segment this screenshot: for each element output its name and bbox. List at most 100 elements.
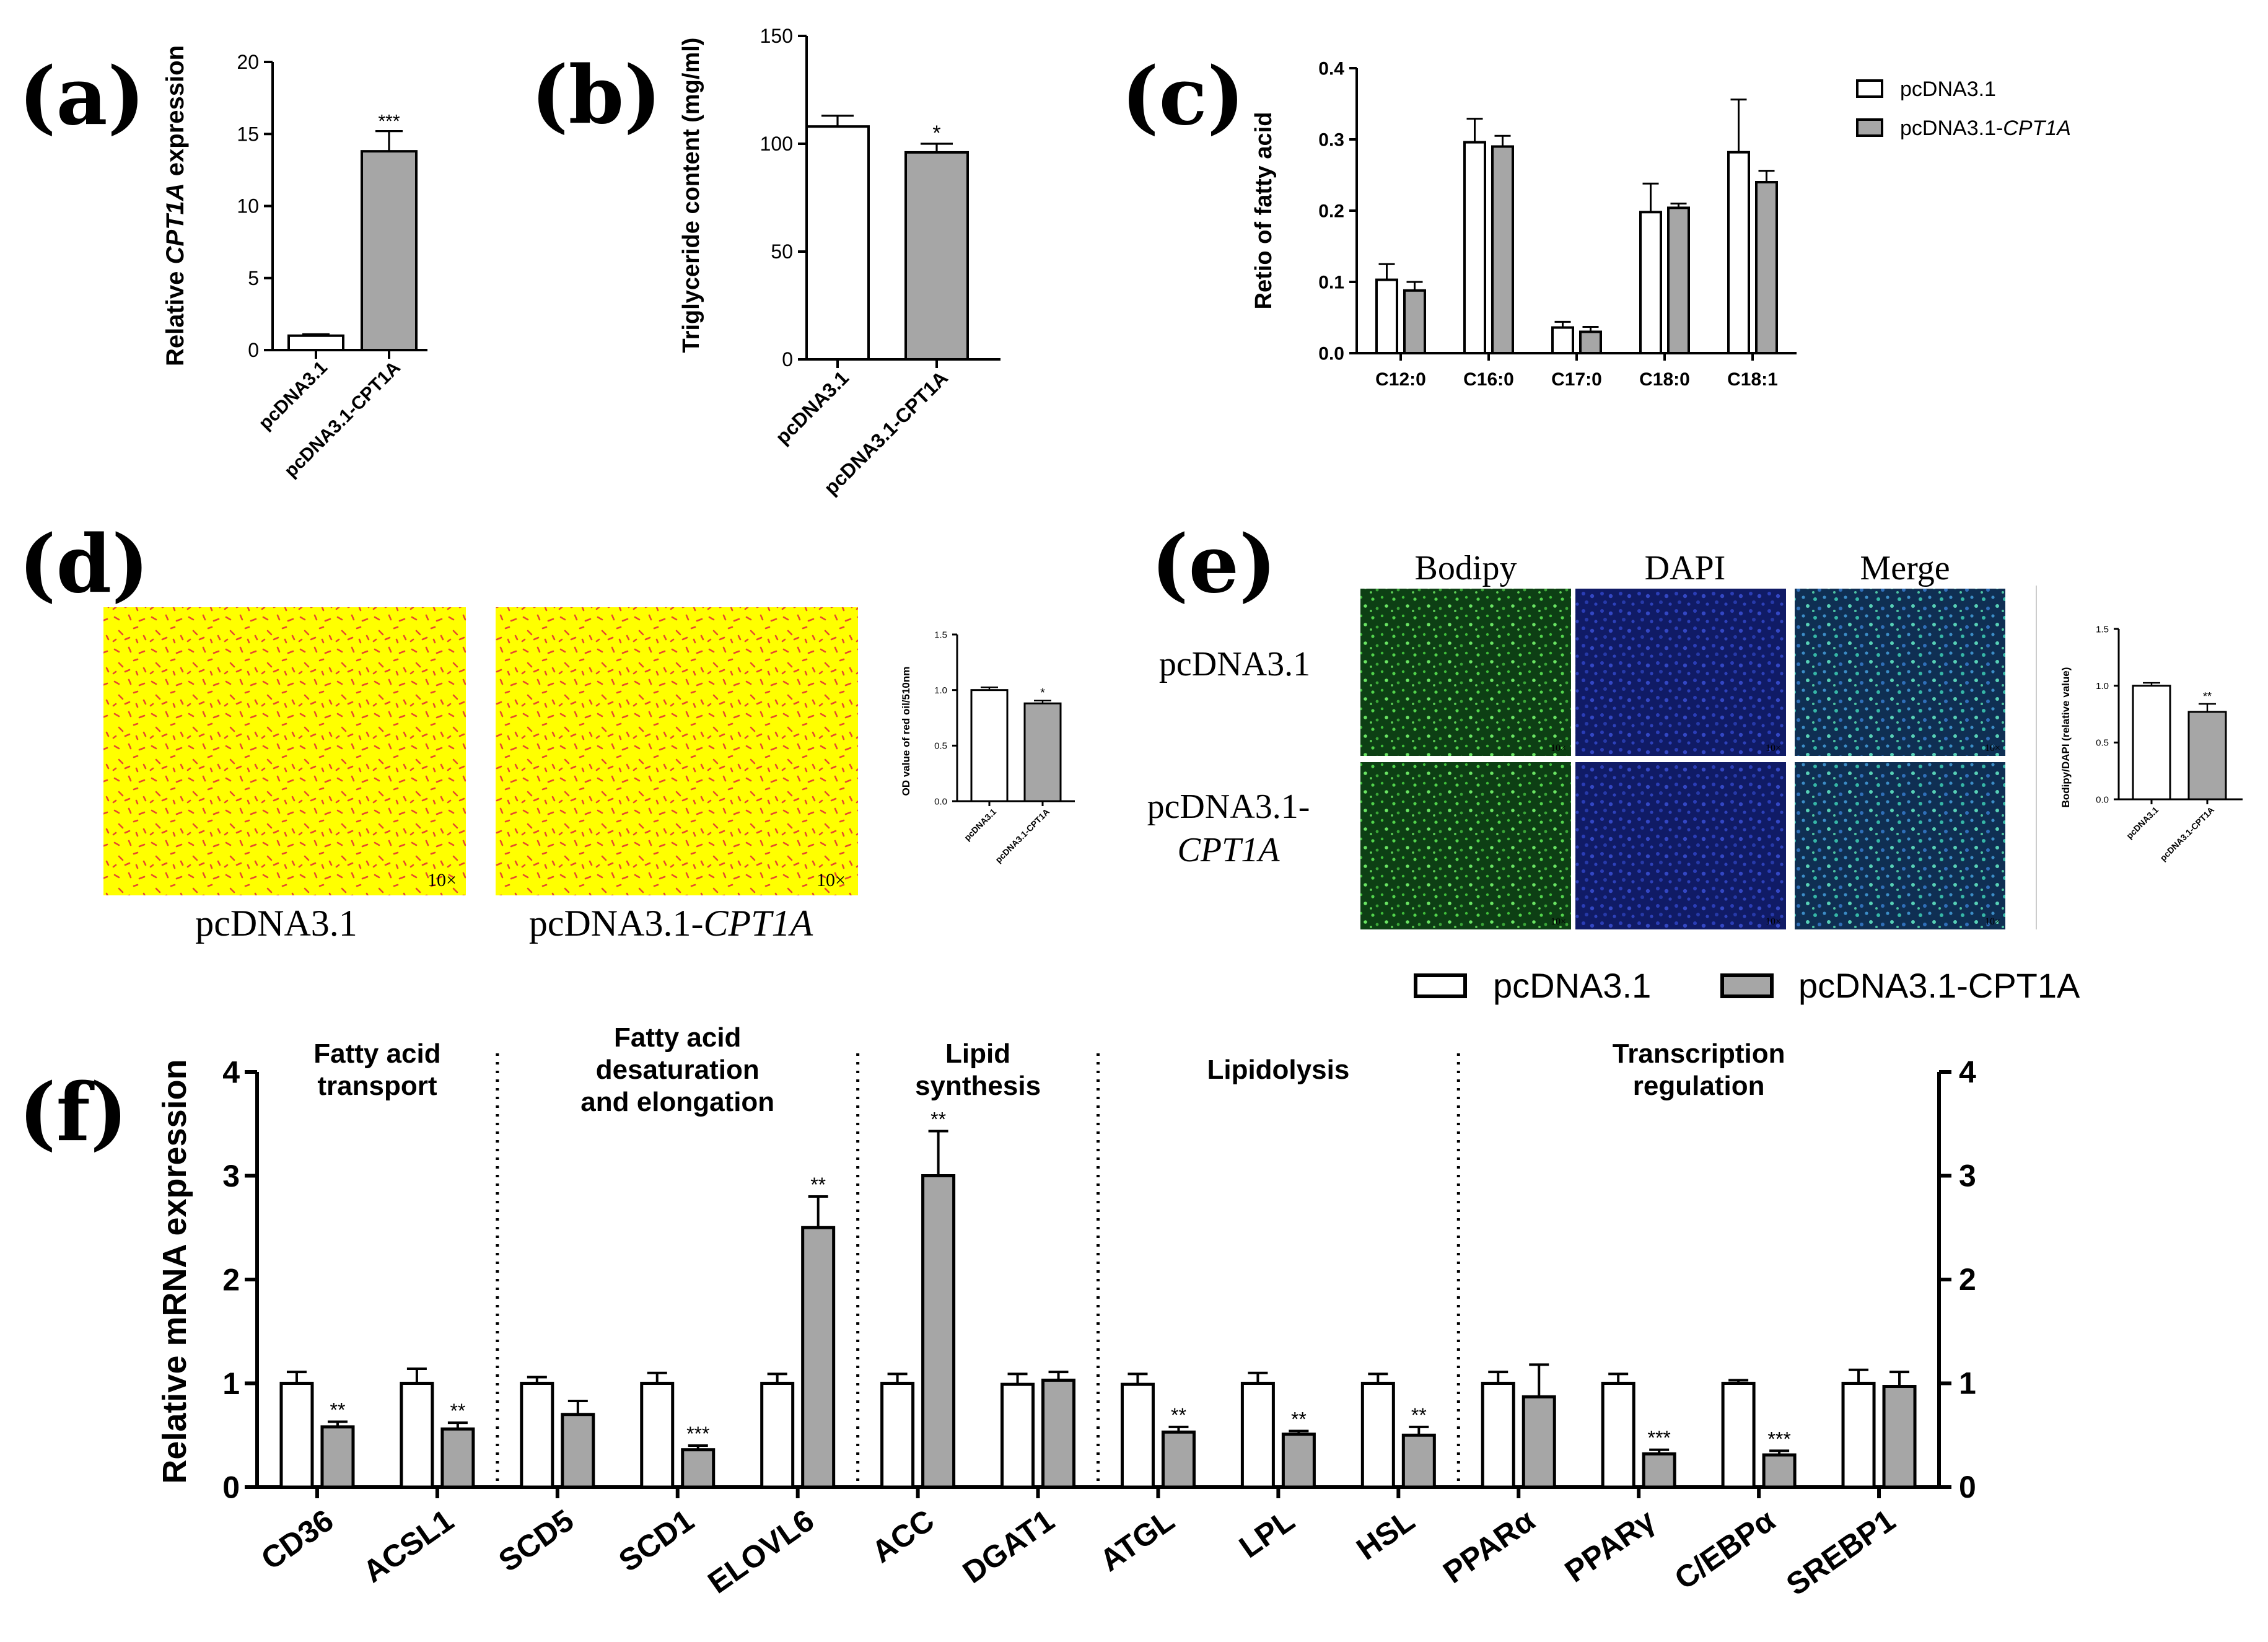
magnification-e-2: 10× (1766, 743, 1781, 753)
magnification-e-5: 10× (1766, 916, 1781, 927)
chart-f-bar (320, 1425, 355, 1489)
chart-f-bar (1882, 1385, 1917, 1489)
row-label-cpt1a-1: pcDNA3.1- (1147, 788, 1310, 826)
chart-e-bar (2132, 685, 2171, 801)
chart-f-significance: *** (686, 1423, 709, 1445)
chart-f-significance: ** (1171, 1404, 1186, 1426)
chart-f-bar (681, 1448, 716, 1489)
chart-f-ytick-label: 2 (222, 1263, 240, 1297)
chart-f-xtick-label: SCD5 (493, 1503, 580, 1578)
chart-a-xtick-label: pcDNA3.1 (255, 358, 331, 434)
chart-c-bar (1463, 141, 1486, 354)
chart-c-bar (1579, 330, 1602, 354)
chart-f-bar (1642, 1452, 1676, 1489)
chart-c: Retio of fatty acid 0.0 0.1 0.2 0.3 0.4 C12:0… (1251, 59, 2071, 390)
chart-f-xtick-label: SREBP1 (1780, 1503, 1901, 1602)
chart-f-group-title: Lipidolysis (1207, 1055, 1349, 1085)
chart-e-significance: ** (2203, 690, 2212, 703)
chart-a-bar (361, 150, 418, 351)
image-label-control: pcDNA3.1 (195, 903, 357, 944)
panel-label-e: (e) (1151, 518, 1277, 611)
chart-f-significance: *** (1767, 1428, 1790, 1450)
legend-f-control-label: pcDNA3.1 (1493, 966, 1651, 1005)
chart-e-ytick-label: 1.5 (2096, 624, 2109, 634)
chart-f-bar (400, 1382, 434, 1489)
chart-e-bar (2187, 711, 2227, 801)
magnification-e-1: 10× (1551, 743, 1566, 753)
panel-d-images: 10× 10× pcDNA3.1 pcDNA3.1-CPT1A (103, 607, 858, 944)
col-label-dapi: DAPI (1645, 549, 1726, 587)
chart-f-right-ytick-label: 2 (1959, 1262, 1976, 1297)
chart-f-bar (1000, 1382, 1035, 1489)
chart-f-bar (440, 1427, 475, 1489)
chart-c-bar (1403, 289, 1426, 354)
chart-f-bar (801, 1226, 836, 1489)
legend-f-treated-swatch (1720, 973, 1774, 998)
chart-f-bar (1161, 1430, 1196, 1489)
chart-c-bar (1755, 181, 1778, 354)
image-label-cpt1a: pcDNA3.1-CPT1A (529, 903, 813, 944)
chart-f-xtick-label: PPARγ (1559, 1503, 1662, 1589)
magnification-d-2: 10× (817, 870, 846, 890)
magnification-e-3: 10× (1985, 743, 2000, 753)
chart-f-bar (1601, 1382, 1635, 1489)
row-label-cpt1a-2: CPT1A (1178, 831, 1281, 869)
chart-f-right-ytick-label: 1 (1959, 1366, 1976, 1401)
chart-d-xtick-label: pcDNA3.1 (962, 807, 998, 843)
dapi-image-cpt1a (1575, 762, 1786, 929)
chart-e-ytick-label: 0.5 (2096, 738, 2109, 749)
chart-f-xtick-label: ATGL (1093, 1503, 1181, 1578)
oil-red-image-cpt1a (496, 607, 858, 895)
chart-f-group-title: regulation (1633, 1071, 1765, 1101)
chart-d-ytick-label: 0.5 (934, 741, 947, 752)
chart-f-significance: ** (450, 1400, 465, 1422)
chart-a-ytick-label: 20 (237, 51, 259, 73)
chart-b-bar (904, 151, 969, 361)
chart-a-ytick-label: 15 (237, 123, 259, 145)
chart-f-group-title: Transcription (1613, 1038, 1785, 1069)
chart-f-bar (1281, 1433, 1316, 1489)
merge-image-control (1795, 589, 2005, 756)
chart-f-ytick-label: 3 (222, 1159, 240, 1193)
chart-c-xtick-label: C16:0 (1463, 369, 1514, 390)
chart-b-ytick-label: 50 (771, 240, 793, 263)
chart-d-ytick-label: 1.0 (934, 685, 947, 696)
chart-f-xtick-label: ELOVL6 (702, 1503, 820, 1600)
chart-b-ylabel: Triglyceride content (mg/ml) (678, 38, 704, 353)
legend-c-treated-swatch (1856, 118, 1883, 137)
chart-f-xtick-label: SCD1 (613, 1503, 700, 1578)
chart-a-bar (287, 334, 344, 351)
bodipy-image-cpt1a (1360, 762, 1571, 929)
chart-a: Relative CPT1A expression 0 5 10 15 20 pcDNA3… (162, 45, 427, 481)
chart-f-bar (279, 1382, 314, 1489)
chart-a-ytick-label: 0 (248, 339, 259, 361)
chart-f-bar (1120, 1382, 1155, 1489)
chart-b-xtick-label: pcDNA3.1 (771, 366, 853, 448)
chart-f-significance: ** (930, 1108, 946, 1130)
chart-f-ytick-label: 1 (222, 1366, 240, 1401)
chart-f-bar (1041, 1378, 1076, 1489)
chart-f-xtick-label: C/EBPα (1668, 1503, 1782, 1596)
chart-b-ytick-label: 0 (782, 348, 793, 371)
chart-c-ytick-label: 0.2 (1318, 201, 1344, 222)
chart-c-bar (1727, 151, 1750, 354)
chart-f-ylabel: Relative mRNA expression (156, 1059, 193, 1483)
legend-c-control-label: pcDNA3.1 (1900, 77, 1996, 101)
chart-f-bar (640, 1382, 675, 1489)
chart-f-bar (1721, 1382, 1756, 1489)
chart-c-bar (1639, 211, 1662, 354)
chart-f: Relative mRNA expression 0 1 2 3 4 0 1 2 3 4 ** CD3… (156, 1022, 1976, 1602)
chart-c-ylabel: Retio of fatty acid (1251, 112, 1277, 310)
chart-e-xtick-label: pcDNA3.1 (2124, 805, 2160, 841)
chart-c-ytick-label: 0.1 (1318, 273, 1344, 293)
chart-f-right-ytick-label: 3 (1959, 1159, 1976, 1193)
chart-f-bar (921, 1174, 956, 1489)
chart-f-right-ytick-label: 0 (1959, 1470, 1976, 1504)
panel-label-c: (c) (1121, 50, 1245, 143)
chart-c-ytick-label: 0.0 (1318, 344, 1344, 364)
chart-f-group-title: Fatty acid (313, 1038, 440, 1069)
chart-e-xtick-label: pcDNA3.1-CPT1A (2158, 805, 2216, 863)
chart-c-legend: pcDNA3.1 pcDNA3.1-CPT1A (1856, 77, 2071, 140)
chart-c-bar (1551, 326, 1574, 354)
chart-f-bar (561, 1413, 595, 1489)
